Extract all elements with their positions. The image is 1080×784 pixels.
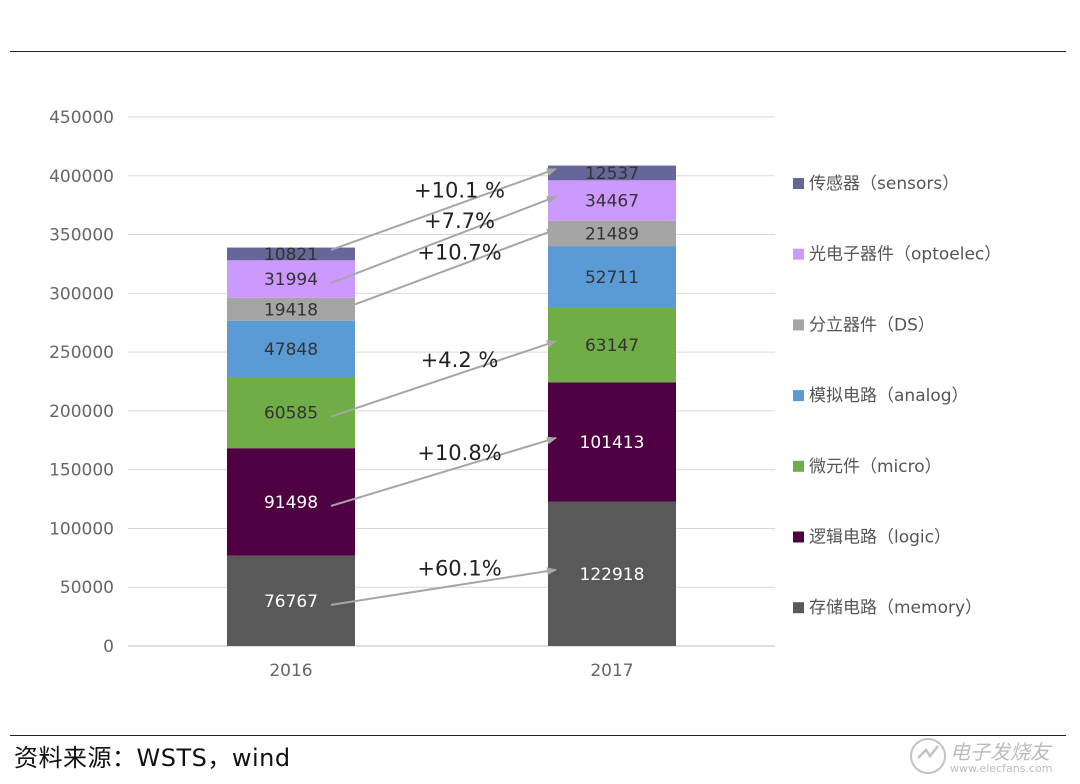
x-tick-label: 2016 <box>269 661 312 681</box>
bar-segment <box>548 246 676 309</box>
top-rule <box>10 51 1066 52</box>
watermark-name: 电子发烧友 <box>950 740 1050 764</box>
legend-entry: 光电子器件（optoelec） <box>809 245 1001 265</box>
y-tick-label: 350000 <box>49 226 114 246</box>
legend-swatch <box>793 248 804 260</box>
growth-arrow <box>330 195 557 285</box>
growth-arrow <box>330 340 557 418</box>
data-label: 122918 <box>580 565 645 585</box>
growth-label: +4.2 % <box>421 348 499 372</box>
watermark: 电子发烧友 www.elecfans.com <box>906 734 1066 778</box>
y-tick-label: 50000 <box>60 578 114 598</box>
data-label: 34467 <box>585 192 639 212</box>
y-tick-label: 0 <box>103 637 114 657</box>
elecfans-logo-icon <box>910 738 946 774</box>
legend-entry: 分立器件（DS） <box>809 315 935 335</box>
legend-swatch <box>793 319 804 331</box>
y-tick-label: 150000 <box>49 461 114 481</box>
bar-segment <box>227 260 355 298</box>
legend-entry: 微元件（micro） <box>809 457 942 477</box>
data-label: 101413 <box>580 433 645 453</box>
y-tick-label: 200000 <box>49 402 114 422</box>
bar-segment <box>548 220 676 247</box>
bar-segment <box>227 555 355 646</box>
data-label: 12537 <box>585 164 639 184</box>
data-label: 52711 <box>585 268 639 288</box>
legend-swatch <box>793 178 804 189</box>
data-label: 76767 <box>264 592 318 612</box>
watermark-url: www.elecfans.com <box>950 762 1053 775</box>
bottom-rule <box>10 735 1066 736</box>
legend-entry: 逻辑电路（logic） <box>809 528 951 548</box>
data-label: 91498 <box>264 493 318 513</box>
growth-arrow <box>330 436 557 507</box>
legend-swatch <box>793 531 804 543</box>
data-label: 60585 <box>264 404 318 424</box>
y-tick-label: 100000 <box>49 519 114 539</box>
bar-segment <box>548 165 676 181</box>
data-label: 47848 <box>264 340 318 360</box>
y-tick-label: 300000 <box>49 284 114 304</box>
source-note: 资料来源：WSTS，wind <box>14 744 291 772</box>
x-tick-label: 2017 <box>590 661 633 681</box>
bar-segment <box>227 247 355 261</box>
bar-segment <box>227 320 355 377</box>
growth-arrow <box>330 567 557 606</box>
y-tick-label: 450000 <box>49 108 114 128</box>
y-tick-label: 250000 <box>49 343 114 363</box>
bar-segment <box>548 501 676 646</box>
data-label: 63147 <box>585 336 639 356</box>
legend-swatch <box>793 602 804 614</box>
legend-entry: 存储电路（memory） <box>809 598 982 618</box>
legend-entry: 传感器（sensors） <box>809 174 959 194</box>
bar-segment <box>227 376 355 449</box>
bar-segment <box>548 308 676 383</box>
bar-segment <box>548 180 676 221</box>
growth-arrow <box>330 167 557 251</box>
data-label: 31994 <box>264 270 318 290</box>
legend-entry: 模拟电路（analog） <box>809 386 969 406</box>
data-label: 19418 <box>264 300 318 320</box>
bar-segment <box>548 382 676 502</box>
stacked-bar-chart: 0 50000 100000 150000 200000 250000 300000 3500… <box>49 108 1001 681</box>
growth-label: +60.1% <box>417 556 501 580</box>
bar-segment <box>227 448 355 556</box>
data-label: 10821 <box>264 245 318 265</box>
growth-label: +10.1 % <box>414 178 505 202</box>
legend-swatch <box>793 390 804 402</box>
growth-label: +10.8% <box>417 441 501 465</box>
bar-segment <box>227 297 355 321</box>
data-label: 21489 <box>585 224 639 244</box>
legend-swatch <box>793 460 804 472</box>
growth-arrow <box>330 228 557 315</box>
y-tick-label: 400000 <box>49 167 114 187</box>
